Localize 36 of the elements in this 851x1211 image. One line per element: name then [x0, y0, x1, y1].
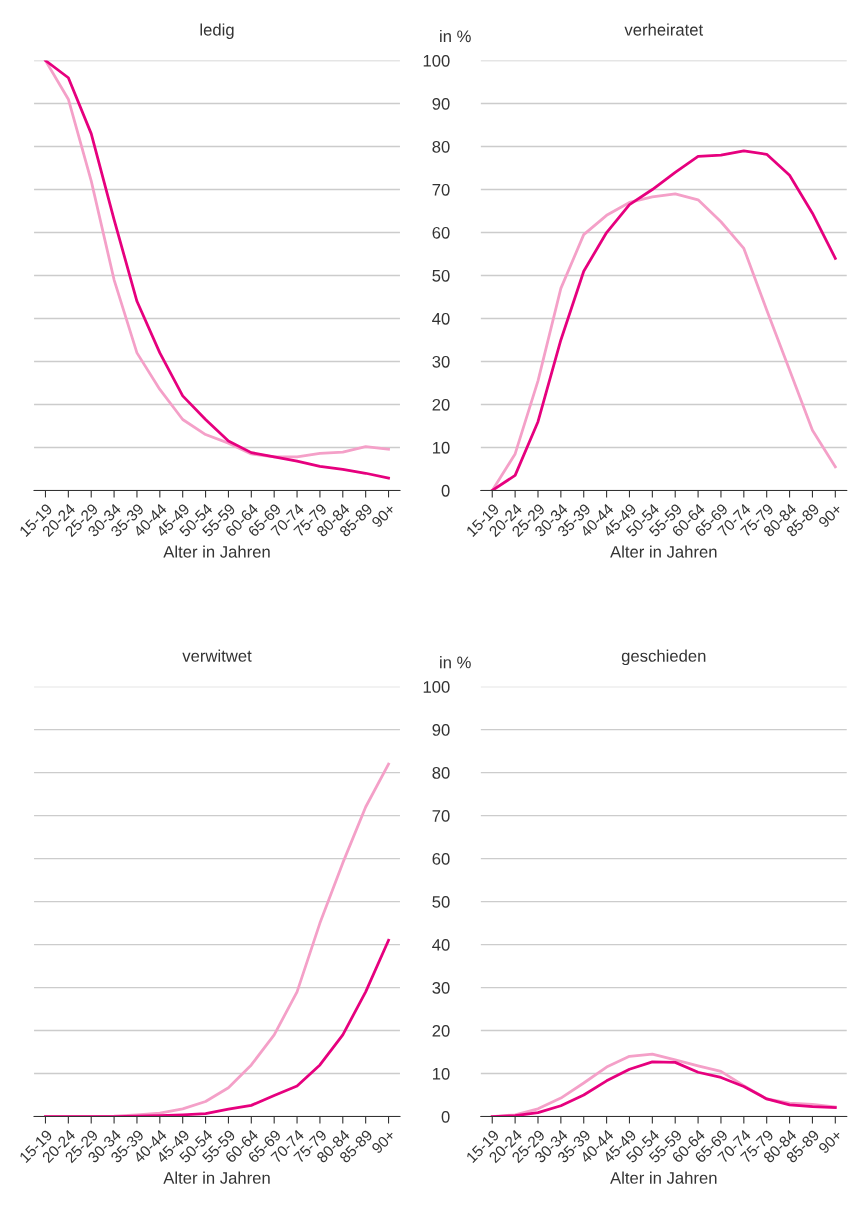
chart-title: geschieden [621, 649, 706, 666]
x-axis-title: Alter in Jahren [163, 1171, 270, 1184]
x-axis-title: Alter in Jahren [610, 545, 717, 558]
y-tick-label: 50 [432, 269, 450, 282]
y-tick-label: 20 [432, 1024, 450, 1037]
y-tick-label: 100 [423, 681, 450, 693]
y-tick-label: 40 [432, 312, 450, 325]
y-axis-title: in % [440, 656, 471, 669]
y-tick-label: 20 [432, 398, 450, 411]
x-axis-title: Alter in Jahren [610, 1171, 717, 1184]
y-tick-label: 100 [423, 54, 450, 67]
y-tick-label: 50 [432, 895, 450, 908]
y-tick-label: 60 [432, 226, 450, 239]
y-tick-label: 70 [432, 183, 450, 196]
y-axis-title: in % [440, 29, 471, 43]
y-tick-label: 40 [432, 938, 450, 951]
x-tick-label: 90+ [371, 503, 396, 529]
y-tick-label: 60 [432, 853, 450, 865]
x-axis-title: Alter in Jahren [163, 545, 270, 558]
y-tick-label: 80 [432, 767, 450, 779]
y-tick-label: 30 [432, 981, 450, 994]
x-tick-label: 90+ [817, 1129, 843, 1155]
y-tick-label: 70 [432, 810, 450, 822]
y-tick-label: 10 [432, 1067, 450, 1080]
y-tick-label: 90 [432, 97, 450, 110]
y-tick-label: 90 [432, 724, 450, 736]
chart-title: verwitwet [182, 649, 252, 662]
x-tick-label: 90+ [817, 503, 843, 529]
y-tick-label: 0 [441, 1110, 450, 1123]
y-tick-label: 10 [432, 441, 450, 454]
x-tick-label: 90+ [371, 1129, 396, 1155]
chart-title: verheiratet [624, 23, 704, 36]
y-tick-label: 80 [432, 140, 450, 153]
y-tick-label: 0 [441, 484, 450, 497]
chart-title: ledig [200, 23, 234, 40]
y-tick-label: 30 [432, 355, 450, 368]
